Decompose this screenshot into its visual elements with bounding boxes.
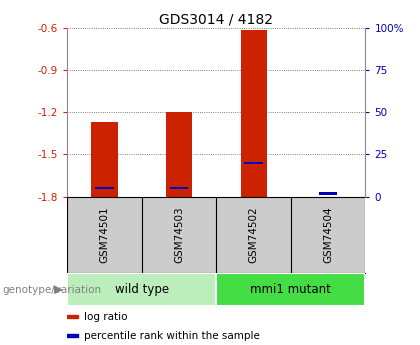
Bar	[170, 187, 188, 189]
Text: GSM74501: GSM74501	[100, 206, 110, 263]
Bar	[67, 315, 78, 318]
Title: GDS3014 / 4182: GDS3014 / 4182	[159, 12, 273, 27]
Text: GSM74503: GSM74503	[174, 206, 184, 263]
Text: genotype/variation: genotype/variation	[2, 285, 101, 295]
Bar	[241, 30, 267, 197]
Bar	[244, 161, 262, 164]
Text: GSM74502: GSM74502	[249, 206, 259, 263]
Bar	[67, 334, 78, 337]
Text: mmi1 mutant: mmi1 mutant	[250, 283, 331, 296]
Text: GSM74504: GSM74504	[323, 206, 333, 263]
Text: log ratio: log ratio	[84, 312, 127, 322]
Bar	[95, 187, 113, 189]
Bar	[67, 273, 216, 306]
Bar	[92, 122, 118, 197]
Bar	[216, 273, 365, 306]
Text: wild type: wild type	[115, 283, 169, 296]
Text: percentile rank within the sample: percentile rank within the sample	[84, 331, 260, 341]
Bar	[319, 192, 337, 195]
Bar	[166, 112, 192, 197]
